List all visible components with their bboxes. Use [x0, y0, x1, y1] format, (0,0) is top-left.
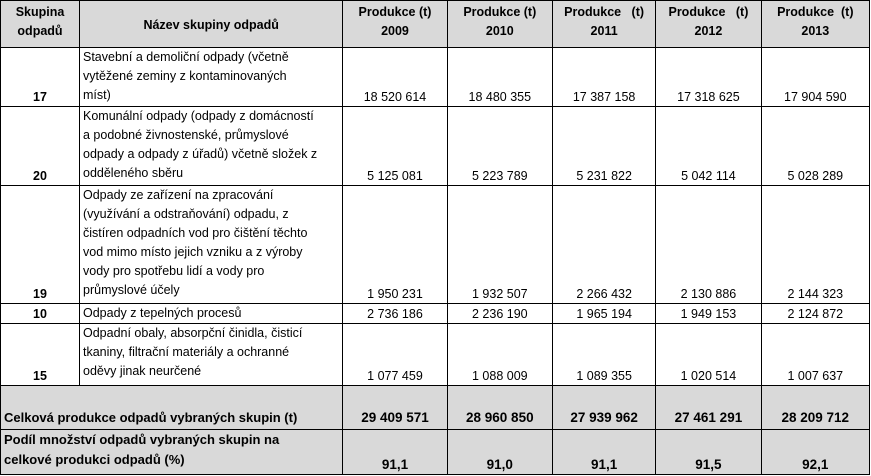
production-value: 5 125 081 [342, 106, 448, 186]
production-value: 1 089 355 [551, 323, 657, 386]
production-value: 5 223 789 [446, 106, 553, 186]
production-value: 1 965 194 [551, 303, 657, 324]
group-name: Stavební a demoliční odpady (včetně vytě… [78, 47, 344, 107]
share-label: Podíl množství odpadů vybraných skupin n… [0, 429, 344, 475]
share-value: 91,1 [551, 429, 657, 475]
year-header-label: Produkce (t) [463, 5, 537, 19]
table-row: 17 Stavební a demoliční odpady (včetně v… [0, 47, 871, 107]
production-value: 2 130 886 [655, 185, 762, 304]
group-name-line: vod mimo místo jejich vzniku a z výroby [83, 245, 303, 259]
group-header-line-2: odpadů [17, 24, 63, 38]
year-column-header: Produkce (t) 2010 [446, 0, 553, 48]
group-code: 20 [0, 106, 80, 186]
group-name: Odpady ze zařízení na zpracování (využív… [78, 185, 344, 304]
group-name-line: odpady a odpady z úřadů) včetně složek z [83, 147, 318, 161]
share-value: 91,0 [446, 429, 553, 475]
production-value: 2 144 323 [760, 185, 871, 304]
group-name-line: a podobné živnostenské, průmyslové [83, 128, 289, 142]
group-name-line: Stavební a demoliční odpady (včetně [83, 50, 289, 64]
year-column-header: Produkce (t) 2013 [760, 0, 871, 48]
group-name-line: odděleného sběru [83, 166, 184, 180]
production-value: 5 231 822 [551, 106, 657, 186]
share-value: 91,5 [655, 429, 762, 475]
year-header-label: Produkce (t) [777, 5, 854, 19]
production-value: 5 042 114 [655, 106, 762, 186]
production-value: 1 077 459 [342, 323, 448, 386]
production-value: 17 318 625 [655, 47, 762, 107]
group-name-line: Odpadní obaly, absorpční činidla, čistic… [83, 326, 303, 340]
group-name-line: Odpady ze zařízení na zpracování [83, 188, 274, 202]
group-code: 15 [0, 323, 80, 386]
production-value: 18 520 614 [342, 47, 448, 107]
table-row: 15 Odpadní obaly, absorpční činidla, čis… [0, 323, 871, 386]
group-name-line: Komunální odpady (odpady z domácností [83, 109, 314, 123]
production-value: 2 124 872 [760, 303, 871, 324]
group-name-line: vytěžené zeminy z kontaminovaných [83, 69, 287, 83]
share-value: 91,1 [342, 429, 448, 475]
share-row: Podíl množství odpadů vybraných skupin n… [0, 429, 871, 475]
share-label-line: Podíl množství odpadů vybraných skupin n… [4, 432, 280, 447]
total-value: 28 209 712 [760, 385, 871, 430]
production-value: 1 950 231 [342, 185, 448, 304]
group-header-line-1: Skupina [15, 5, 65, 19]
group-name-line: míst) [83, 88, 111, 102]
year-header-year: 2009 [381, 24, 409, 38]
production-value: 2 266 432 [551, 185, 657, 304]
group-column-header: Skupina odpadů [0, 0, 80, 48]
production-value: 17 904 590 [760, 47, 871, 107]
total-value: 27 461 291 [655, 385, 762, 430]
group-name: Odpady z tepelných procesů [78, 303, 344, 324]
production-value: 1 088 009 [446, 323, 553, 386]
total-value: 29 409 571 [342, 385, 448, 430]
group-name-line: oděvy jinak neurčené [83, 364, 202, 378]
year-header-year: 2012 [694, 24, 723, 38]
year-header-label: Produkce (t) [358, 5, 432, 19]
production-value: 5 028 289 [760, 106, 871, 186]
share-label-line: celkové produkci odpadů (%) [4, 452, 185, 467]
name-column-header: Název skupiny odpadů [78, 0, 344, 48]
production-value: 2 736 186 [342, 303, 448, 324]
group-name-line: průmyslové účely [83, 283, 180, 297]
year-column-header: Produkce (t) 2009 [342, 0, 448, 48]
group-name-line: tkaniny, filtrační materiály a ochranné [83, 345, 290, 359]
group-code: 19 [0, 185, 80, 304]
table-row: 20 Komunální odpady (odpady z domácností… [0, 106, 871, 186]
total-row: Celková produkce odpadů vybraných skupin… [0, 385, 871, 430]
production-value: 1 020 514 [655, 323, 762, 386]
group-name-line: vody pro spotřebu lidí a vody pro [83, 264, 265, 278]
share-value: 92,1 [760, 429, 871, 475]
group-code: 10 [0, 303, 80, 324]
group-name-line: čistíren odpadních vod pro čištění těcht… [83, 226, 308, 240]
year-header-label: Produkce (t) [668, 5, 749, 19]
table-row: 19 Odpady ze zařízení na zpracování (vyu… [0, 185, 871, 304]
total-label: Celková produkce odpadů vybraných skupin… [0, 385, 344, 430]
group-code: 17 [0, 47, 80, 107]
total-value: 27 939 962 [551, 385, 657, 430]
table-row: 10 Odpady z tepelných procesů 2 736 186 … [0, 303, 871, 324]
production-value: 18 480 355 [446, 47, 553, 107]
group-name-line: Odpady z tepelných procesů [83, 306, 242, 320]
production-value: 2 236 190 [446, 303, 553, 324]
header-row: Skupina odpadů Název skupiny odpadů Prod… [0, 0, 871, 48]
year-header-year: 2011 [590, 24, 618, 38]
group-name-line: (využívání a odstraňování) odpadu, z [83, 207, 289, 221]
production-value: 1 949 153 [655, 303, 762, 324]
group-name: Odpadní obaly, absorpční činidla, čistic… [78, 323, 344, 386]
year-header-year: 2013 [801, 24, 830, 38]
total-value: 28 960 850 [446, 385, 553, 430]
production-value: 17 387 158 [551, 47, 657, 107]
year-column-header: Produkce (t) 2011 [551, 0, 657, 48]
year-column-header: Produkce (t) 2012 [655, 0, 762, 48]
year-header-label: Produkce (t) [564, 5, 645, 19]
production-value: 1 932 507 [446, 185, 553, 304]
group-name: Komunální odpady (odpady z domácností a … [78, 106, 344, 186]
year-header-year: 2010 [485, 24, 514, 38]
production-value: 1 007 637 [760, 323, 871, 386]
